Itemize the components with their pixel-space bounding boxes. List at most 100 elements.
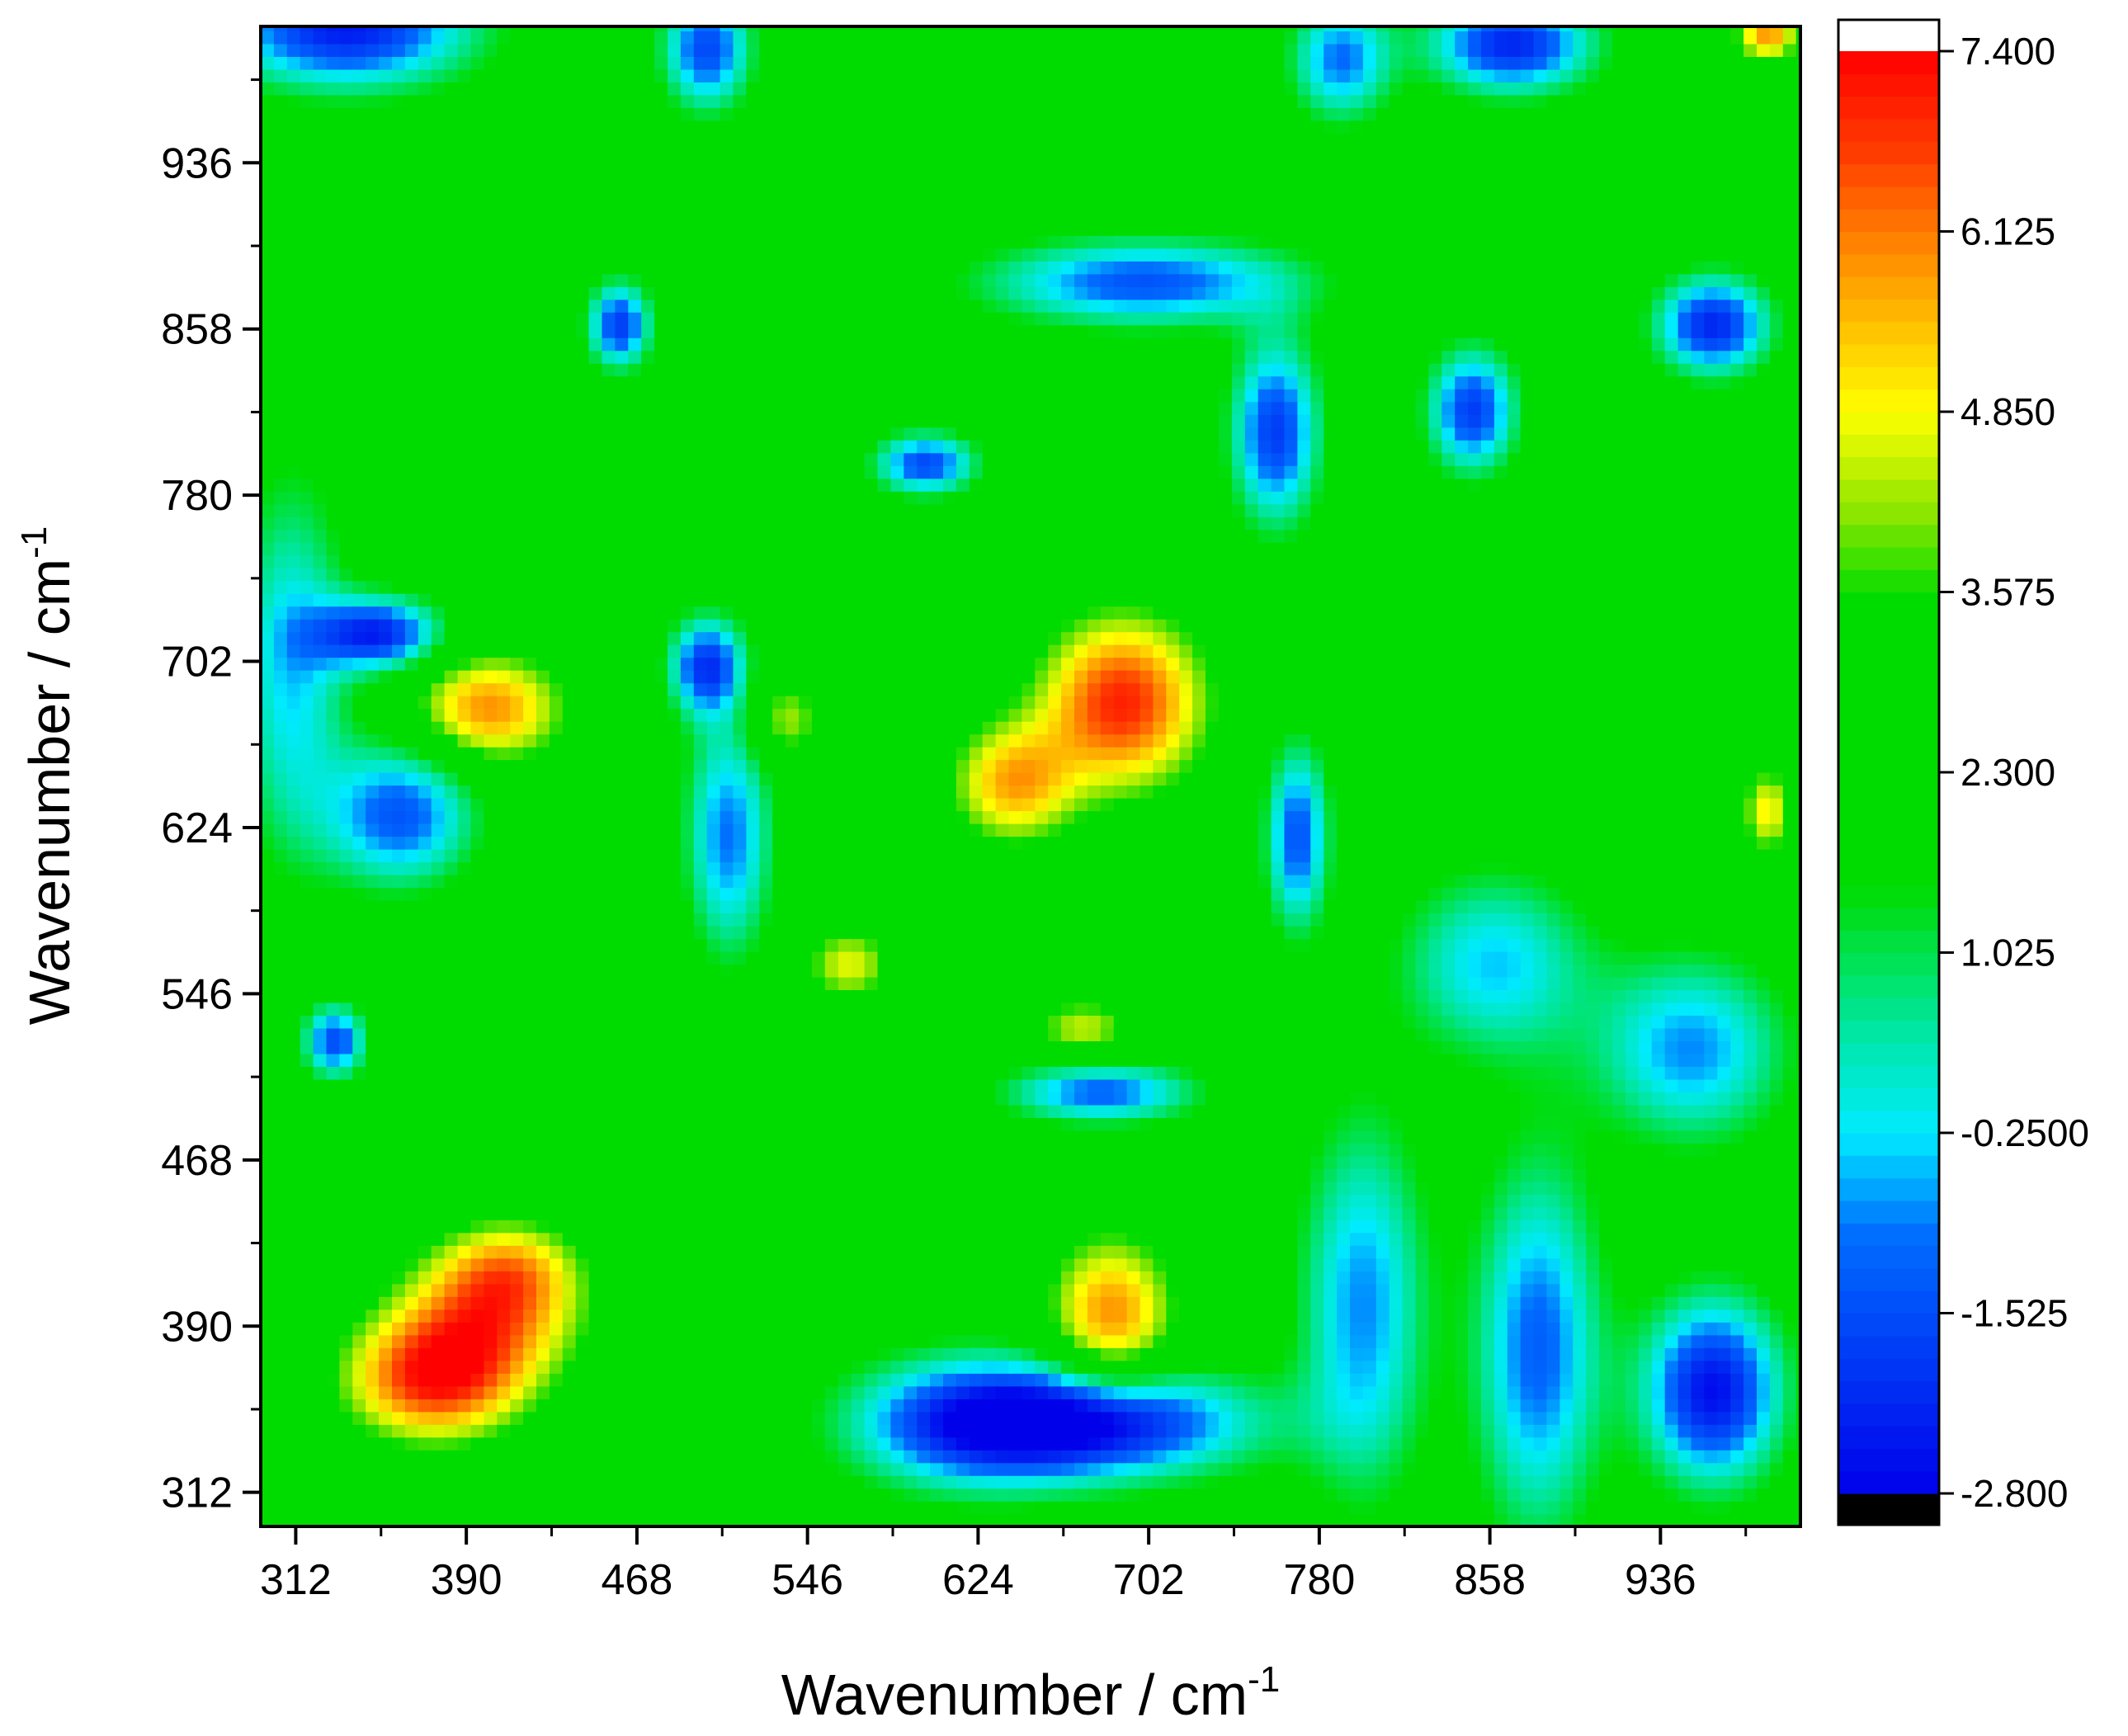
heatmap-cell [261,848,275,863]
heatmap-cell [720,836,734,850]
heatmap-cell [641,1143,655,1157]
heatmap-cell [772,682,786,696]
heatmap-cell [746,746,761,761]
heatmap-cell [300,1373,314,1387]
heatmap-cell [470,989,485,1003]
heatmap-cell [536,56,550,70]
heatmap-cell [668,1513,682,1526]
heatmap-cell [273,68,288,83]
heatmap-cell [470,94,485,108]
heatmap-cell [615,145,630,159]
heatmap-cell [628,592,642,607]
heatmap-cell [602,133,616,147]
heatmap-cell [549,976,564,990]
heatmap-cell [654,210,668,224]
heatmap-cell [602,235,616,249]
heatmap-cell [326,708,341,722]
heatmap-cell [339,1219,354,1234]
heatmap-cell [628,1399,642,1413]
heatmap-cell [392,1181,406,1195]
heatmap-cell [772,925,786,940]
heatmap-cell [706,516,721,531]
heatmap-cell [786,491,800,505]
heatmap-cell [668,823,682,837]
heatmap-cell [392,618,406,633]
heatmap-cell [510,465,524,479]
heatmap-cell [313,1462,328,1476]
heatmap-cell [431,1450,446,1464]
heatmap-cell [680,899,695,914]
heatmap-cell [313,1066,328,1080]
heatmap-cell [418,158,432,172]
heatmap-cell [772,720,786,735]
heatmap-cell [720,1450,734,1464]
heatmap-cell [733,82,748,96]
heatmap-cell [392,427,406,441]
heatmap-cell [300,951,314,965]
heatmap-cell [759,427,773,441]
heatmap-cell [615,1027,630,1041]
heatmap-cell [379,951,393,965]
heatmap-cell [497,1130,511,1144]
heatmap-cell [418,874,432,889]
heatmap-cell [562,644,577,658]
heatmap-cell [536,759,550,773]
heatmap-cell [720,68,734,83]
heatmap-cell [379,1245,393,1259]
heatmap-cell [352,1271,366,1285]
heatmap-cell [352,899,366,914]
heatmap-cell [484,1399,498,1413]
heatmap-cell [392,184,406,198]
heatmap-cell [799,261,813,275]
heatmap-cell [772,171,786,185]
heatmap-cell [575,989,590,1003]
heatmap-cell [379,1436,393,1451]
heatmap-cell [313,1117,328,1131]
heatmap-cell [366,746,380,761]
heatmap-cell [444,478,459,492]
heatmap-cell [575,82,590,96]
heatmap-cell [799,631,813,645]
heatmap-cell [273,720,288,735]
heatmap-cell [261,580,275,594]
heatmap-cell [615,1143,630,1157]
heatmap-cell [392,887,406,901]
heatmap-cell [759,669,773,684]
heatmap-cell [352,1501,366,1515]
heatmap-cell [418,312,432,326]
heatmap-cell [680,695,695,710]
heatmap-cell [392,580,406,594]
heatmap-cell [562,440,577,454]
heatmap-cell [497,324,511,338]
heatmap-cell [418,363,432,377]
heatmap-cell [444,273,459,287]
heatmap-cell [588,516,603,531]
heatmap-cell [588,196,603,210]
heatmap-cell [720,938,734,952]
heatmap-cell [261,720,275,735]
heatmap-cell [484,82,498,96]
heatmap-cell [746,682,761,696]
heatmap-cell [733,657,748,671]
heatmap-cell [300,1104,314,1118]
heatmap-cell [536,1501,550,1515]
heatmap-cell [759,1424,773,1438]
heatmap-cell [313,682,328,696]
heatmap-cell [641,1436,655,1451]
heatmap-cell [693,1475,708,1489]
heatmap-cell [313,1283,328,1297]
heatmap-cell [457,1373,472,1387]
heatmap-cell [497,286,511,300]
heatmap-cell [470,618,485,633]
heatmap-cell [549,1002,564,1016]
heatmap-cell [326,964,341,978]
heatmap-cell [720,861,734,875]
heatmap-cell [300,669,314,684]
heatmap-cell [484,925,498,940]
heatmap-cell [786,1040,800,1054]
heatmap-cell [273,1194,288,1208]
heatmap-cell [628,1040,642,1054]
heatmap-cell [799,861,813,875]
heatmap-cell [759,592,773,607]
heatmap-cell [497,541,511,556]
